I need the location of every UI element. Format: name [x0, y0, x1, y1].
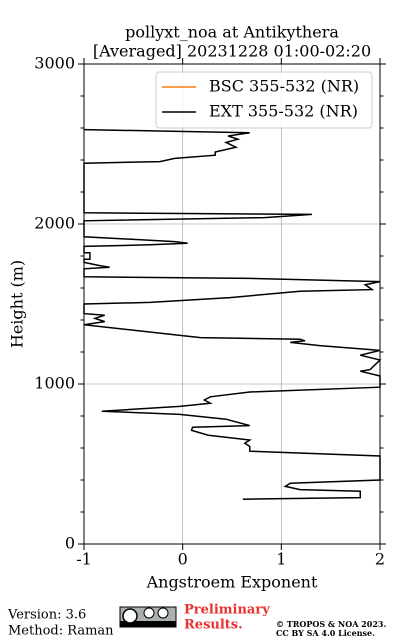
method: Method: Raman — [8, 624, 114, 639]
x-tick-label: 2 — [375, 550, 385, 569]
y-tick-label: 0 — [65, 534, 75, 553]
version: Version: 3.6 — [7, 608, 86, 623]
y-axis-label: Height (m) — [8, 260, 27, 348]
chart-subtitle: [Averaged] 20231228 01:00-02:20 — [93, 42, 371, 61]
y-tick-label: 3000 — [34, 54, 75, 73]
legend-label: BSC 355-532 (NR) — [209, 77, 359, 96]
preliminary: Preliminary — [184, 603, 270, 618]
y-tick-label: 1000 — [34, 374, 75, 393]
license: CC BY SA 4.0 License. — [276, 628, 375, 638]
plot-frame — [83, 63, 381, 545]
legend-box — [155, 71, 373, 129]
x-tick-label: 1 — [276, 550, 286, 569]
copyright: © TROPOS & NOA 2023. — [276, 619, 386, 629]
x-tick-label: -1 — [76, 550, 92, 569]
legend-label: EXT 355-532 (NR) — [209, 102, 358, 121]
results: Results. — [184, 618, 243, 633]
profile-line — [83, 128, 382, 500]
x-tick-label: 0 — [178, 550, 188, 569]
chart-title: pollyxt_noa at Antikythera — [125, 23, 339, 42]
x-axis-label: Angstroem Exponent — [146, 573, 318, 592]
y-tick-label: 2000 — [34, 214, 75, 233]
cc-logo — [119, 606, 177, 628]
